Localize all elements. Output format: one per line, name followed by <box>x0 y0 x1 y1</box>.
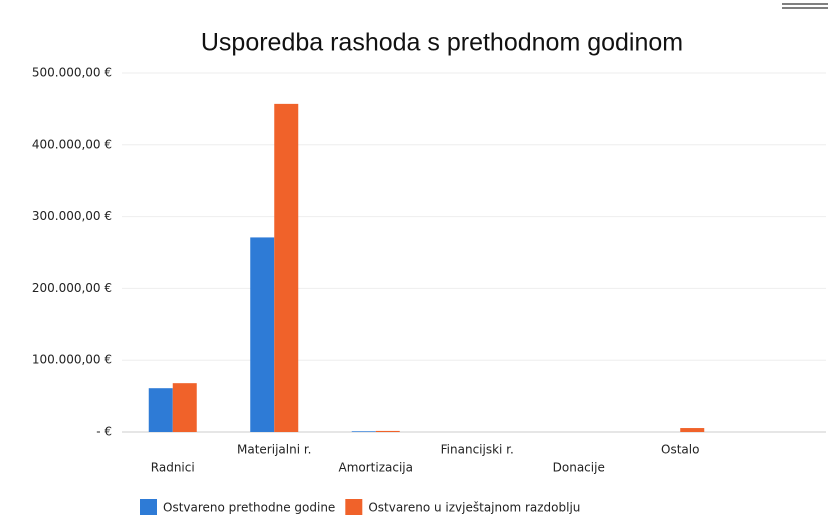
y-tick-label: 100.000,00 € <box>32 353 112 367</box>
x-tick-label: Financijski r. <box>441 443 514 457</box>
y-tick-label: 400.000,00 € <box>32 137 112 151</box>
x-tick-label: Materijalni r. <box>237 443 311 457</box>
bar <box>375 430 400 432</box>
legend-swatch <box>345 499 363 515</box>
legend-label: Ostvareno prethodne godine <box>163 501 335 515</box>
y-tick-label: - € <box>96 425 112 439</box>
y-tick-label: 200.000,00 € <box>32 281 112 295</box>
x-tick-label: Radnici <box>151 461 195 475</box>
x-tick-label: Ostalo <box>661 443 699 457</box>
bar <box>148 388 173 432</box>
bar <box>172 383 197 432</box>
legend-label: Ostvareno u izvještajnom razdoblju <box>368 501 580 515</box>
bar <box>680 428 705 432</box>
chart-title: Usporedba rashoda s prethodnom godinom <box>201 29 683 57</box>
x-tick-label: Amortizacija <box>339 461 413 475</box>
bar <box>351 431 376 432</box>
legend-swatch <box>140 499 157 515</box>
bar <box>274 103 299 433</box>
y-tick-label: 300.000,00 € <box>32 209 112 223</box>
x-tick-label: Donacije <box>553 461 605 475</box>
y-tick-label: 500.000,00 € <box>32 66 112 80</box>
bar <box>250 237 275 432</box>
